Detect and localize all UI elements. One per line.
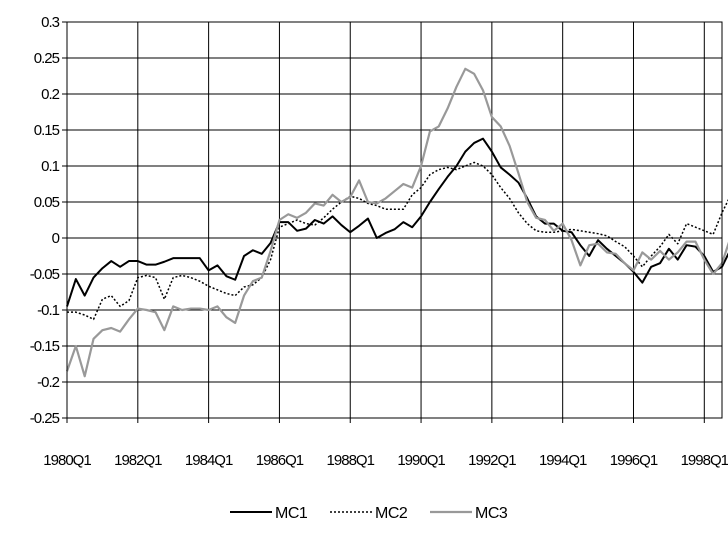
y-tick-label: -0.1	[37, 302, 60, 319]
x-tick-label: 1992Q1	[468, 452, 516, 469]
y-tick-label: -0.25	[30, 410, 60, 427]
x-tick-label: 1980Q1	[43, 452, 91, 469]
x-axis-ticks: 1980Q1 1982Q1 1984Q1 1986Q1 1988Q1 1990Q1 1992…	[43, 418, 728, 469]
y-tick-label: -0.05	[30, 266, 60, 283]
y-tick-label: 0.3	[41, 14, 60, 31]
legend: MC1 MC2 MC3	[230, 505, 508, 522]
legend-label-mc2: MC2	[375, 505, 408, 522]
x-tick-label: 1984Q1	[185, 452, 233, 469]
y-tick-label: 0.1	[41, 158, 60, 175]
y-tick-label: 0.25	[34, 50, 60, 67]
y-axis-ticks: 0.3 0.25 0.2 0.15 0.1 0.05 0 -0.05 -0.1 -0.15 -0.2…	[30, 14, 67, 427]
gridlines	[66, 21, 722, 419]
plot-area-border	[66, 21, 723, 419]
x-tick-label: 1982Q1	[114, 452, 162, 469]
series-line-mc1	[66, 137, 728, 307]
y-tick-label: -0.2	[37, 374, 60, 391]
series-line-mc3	[65, 67, 728, 378]
legend-label-mc1: MC1	[275, 505, 308, 522]
legend-label-mc3: MC3	[475, 505, 508, 522]
x-tick-label: 1994Q1	[539, 452, 587, 469]
series-line-mc2	[67, 161, 728, 321]
y-tick-label: 0	[52, 230, 60, 247]
x-tick-label: 1998Q1	[681, 452, 728, 469]
x-tick-label: 1988Q1	[327, 452, 375, 469]
y-tick-label: 0.15	[34, 122, 60, 139]
x-tick-label: 1996Q1	[610, 452, 658, 469]
y-tick-label: 0.2	[41, 86, 60, 103]
x-tick-label: 1986Q1	[256, 452, 304, 469]
series-lines	[65, 67, 728, 378]
y-tick-label: -0.15	[30, 338, 60, 355]
x-tick-label: 1990Q1	[397, 452, 445, 469]
y-tick-label: 0.05	[34, 194, 60, 211]
